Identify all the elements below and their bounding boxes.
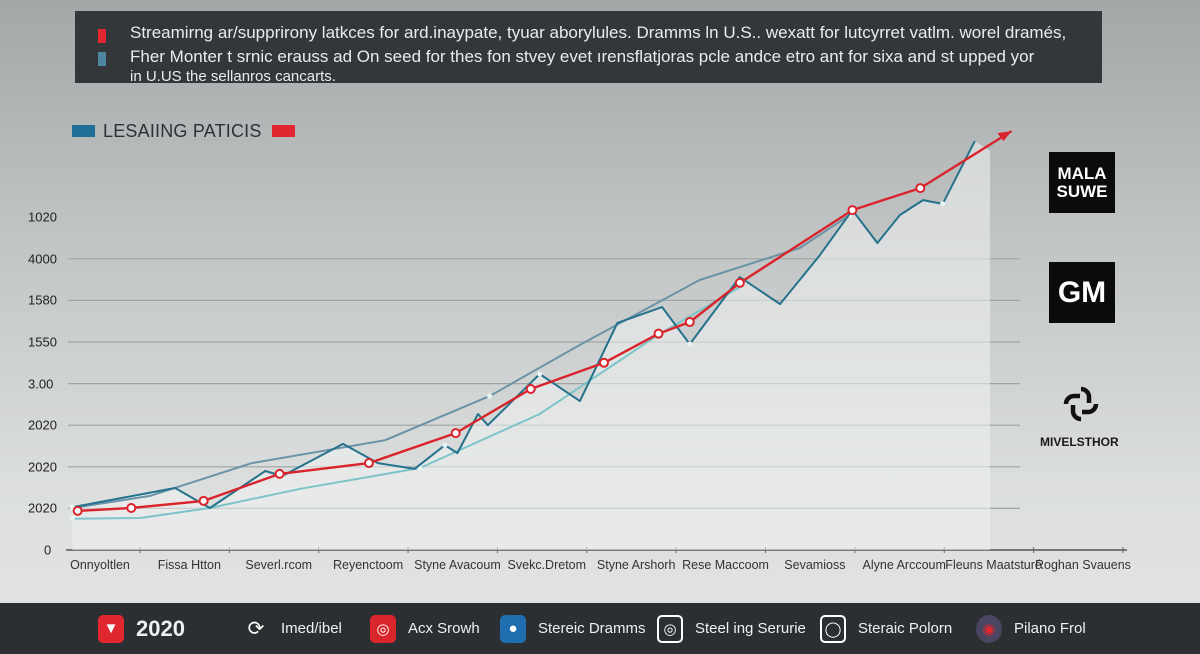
y-tick-label: 3.00 xyxy=(28,376,54,392)
series-line-0 xyxy=(77,130,1013,513)
footer-label: Acx Srowh xyxy=(408,620,480,637)
footer-item-pilano[interactable]: ◉ Pilano Frol xyxy=(976,603,1086,654)
series-line-3 xyxy=(72,286,741,520)
x-tick-label: Svekc.Dretom xyxy=(507,558,587,572)
badge-icon: ▼ xyxy=(98,614,124,643)
footer-item-stereic[interactable]: ● Stereic Dramms xyxy=(500,603,646,654)
y-tick-label: 1550 xyxy=(28,334,57,350)
data-point xyxy=(734,277,745,288)
footer-item-acx[interactable]: ◎ Acx Srowh xyxy=(370,603,480,654)
data-point xyxy=(442,442,448,448)
footer-label: 2020 xyxy=(136,615,185,641)
footer-bar: ▼ 2020 ⟳ Imed/ibel ◎ Acx Srowh ● Stereic… xyxy=(0,603,1200,654)
x-tick-label: Styne Arshorh xyxy=(596,558,676,572)
x-tick-label: Reyenctoom xyxy=(332,558,404,572)
x-tick-label: Fleuns Maatsturé xyxy=(945,558,1042,572)
x-tick-label: Sevamioss xyxy=(784,558,846,572)
y-tick-label: 0 xyxy=(44,542,52,558)
series-line-1 xyxy=(72,140,976,509)
legend: LESAIING PATICIS xyxy=(72,121,295,141)
red-marker xyxy=(98,29,106,43)
y-tick-label: 2020 xyxy=(28,417,57,433)
arrow-head xyxy=(997,131,1012,142)
footer-label: Stereic Dramms xyxy=(538,620,646,637)
x-tick-label: Styne Avacoum xyxy=(414,558,501,572)
data-point xyxy=(487,393,493,399)
data-point xyxy=(525,384,536,395)
footer-label: Steraic Polorn xyxy=(858,620,953,637)
footer-item-2020[interactable]: ▼ 2020 xyxy=(98,603,185,654)
data-point xyxy=(363,458,374,469)
footer-label: Imed/ibel xyxy=(281,620,342,637)
footer-item-imed[interactable]: ⟳ Imed/ibel xyxy=(243,603,342,654)
x-tick-label: Fissa Htton xyxy=(157,558,221,572)
data-point xyxy=(126,502,137,513)
chart-title-box: Streamirng ar/supprirony latkces for ard… xyxy=(75,11,1102,85)
legend-swatch-blue xyxy=(72,125,95,137)
data-point xyxy=(687,341,693,347)
data-point xyxy=(915,183,926,194)
logo-mivelsthor-text: MIVELSTHOR xyxy=(1040,435,1119,449)
data-point xyxy=(847,205,858,216)
footer-item-steel[interactable]: ◎ Steel ing Serurie xyxy=(657,603,806,654)
data-point xyxy=(198,495,209,506)
data-point xyxy=(72,505,83,516)
eye-icon: ◉ xyxy=(976,614,1002,643)
data-point xyxy=(274,468,285,479)
data-point xyxy=(598,357,609,368)
camera-icon: ◎ xyxy=(657,614,683,643)
logo-gm-text: GM xyxy=(1057,275,1107,309)
logo-text-1: MALA xyxy=(1057,163,1107,183)
title-line-2: Fher Monter t srnic erauss ad On seed fo… xyxy=(130,47,1035,66)
data-point xyxy=(684,317,695,328)
x-tick-label: Roghan Svauens xyxy=(1035,558,1131,572)
data-point xyxy=(450,428,461,439)
x-tick-label: Onnyoltlen xyxy=(70,558,130,572)
data-point xyxy=(69,516,75,522)
logo-mala-suwe: MALA SUWE xyxy=(1049,152,1115,213)
knot-icon xyxy=(1062,385,1100,423)
swirl-icon: ⟳ xyxy=(247,618,265,640)
instagram-icon: ◯ xyxy=(820,614,846,643)
y-tick-label: 2020 xyxy=(28,459,57,475)
x-tick-label: Severl.rcom xyxy=(245,558,313,572)
legend-swatch-red xyxy=(271,125,295,137)
footer-label: Pilano Frol xyxy=(1014,620,1086,637)
footer-label: Steel ing Serurie xyxy=(695,620,806,637)
y-tick-label: 1580 xyxy=(28,292,57,308)
title-line-1: Streamirng ar/supprirony latkces for ard… xyxy=(130,23,1067,42)
data-point xyxy=(940,201,946,207)
logo-gm: GM xyxy=(1049,262,1115,323)
dot-icon: ● xyxy=(500,614,526,643)
data-point xyxy=(653,328,664,339)
data-point xyxy=(537,371,543,377)
y-tick-label: 4000 xyxy=(28,251,57,267)
title-line-3: in U.US the sellanros cancarts. xyxy=(130,68,336,85)
y-tick-label: 2020 xyxy=(28,500,57,516)
x-tick-label: Alyne Arccoum xyxy=(862,558,946,572)
legend-label: LESAIING PATICIS xyxy=(103,120,262,141)
spiral-icon: ◎ xyxy=(370,614,396,643)
area-fill xyxy=(72,141,990,550)
logo-text-2: SUWE xyxy=(1056,181,1108,201)
blue-marker xyxy=(98,52,106,66)
x-tick-label: Rese Maccoom xyxy=(682,558,769,572)
y-tick-label: 1020 xyxy=(28,209,57,225)
footer-item-steraic[interactable]: ◯ Steraic Polorn xyxy=(820,603,952,654)
